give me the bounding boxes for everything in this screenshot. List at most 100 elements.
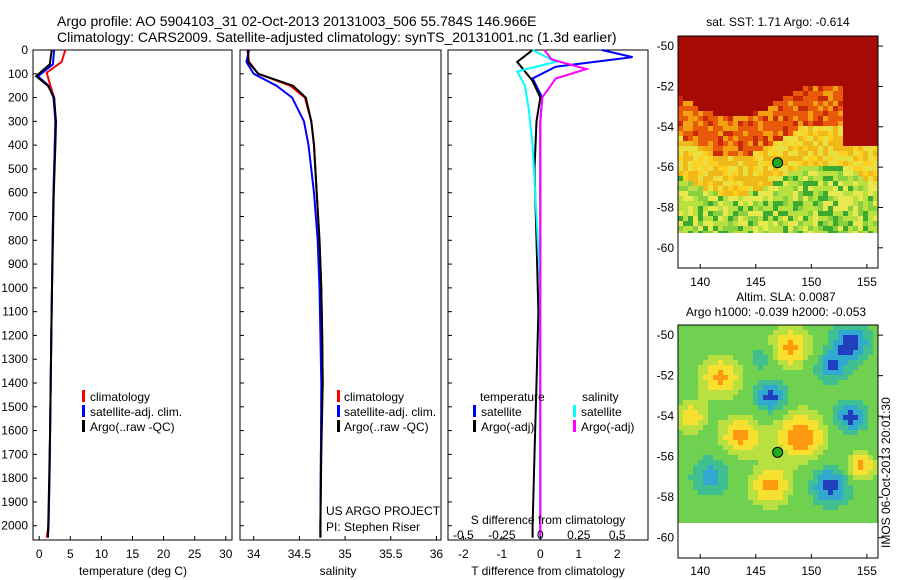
sla-heatmap-cell (718, 415, 724, 421)
sst-heatmap-cell (683, 166, 689, 172)
sst-heatmap-cell (873, 186, 879, 192)
sla-heatmap-cell (838, 395, 844, 401)
sla-heatmap-cell (678, 520, 684, 526)
sla-heatmap-cell (818, 520, 824, 526)
series-line-temperature-satellite (531, 49, 633, 538)
sla-heatmap-cell (863, 365, 869, 371)
sst-heatmap-cell (698, 201, 704, 207)
map-x-tick-label: 155 (857, 275, 877, 289)
sst-heatmap-cell (733, 186, 739, 192)
sst-heatmap-cell (713, 51, 719, 57)
sst-heatmap-cell (863, 211, 869, 217)
sst-heatmap-cell (728, 126, 734, 132)
sst-heatmap-cell (868, 161, 874, 167)
sla-heatmap-cell (768, 435, 774, 441)
sla-heatmap-cell (693, 390, 699, 396)
sst-heatmap-cell (683, 181, 689, 187)
sla-heatmap-cell (803, 435, 809, 441)
sst-heatmap-cell (768, 66, 774, 72)
sst-heatmap-cell (708, 216, 714, 222)
sst-heatmap-cell (678, 106, 684, 112)
sla-heatmap-cell (693, 425, 699, 431)
sst-heatmap-cell (823, 81, 829, 87)
sla-heatmap-cell (688, 455, 694, 461)
sla-heatmap-cell (718, 500, 724, 506)
sst-heatmap-cell (768, 81, 774, 87)
sla-heatmap-cell (863, 405, 869, 411)
legend-label-satellite: satellite-adj. clim. (344, 405, 436, 419)
sla-heatmap-cell (753, 360, 759, 366)
sla-heatmap-cell (748, 460, 754, 466)
sla-heatmap-cell (698, 335, 704, 341)
sla-heatmap-cell (798, 360, 804, 366)
sla-heatmap-cell (743, 505, 749, 511)
sst-heatmap-cell (788, 121, 794, 127)
map-x-tick-label: 145 (746, 275, 766, 289)
sst-heatmap-cell (723, 206, 729, 212)
sla-heatmap-cell (678, 460, 684, 466)
sla-heatmap-cell (688, 420, 694, 426)
sla-heatmap-cell (823, 400, 829, 406)
sst-heatmap-cell (773, 41, 779, 47)
sla-heatmap-cell (843, 470, 849, 476)
sla-heatmap-cell (863, 380, 869, 386)
sla-heatmap-cell (773, 375, 779, 381)
sst-heatmap-cell (703, 136, 709, 142)
sla-heatmap-cell (793, 415, 799, 421)
sla-heatmap-cell (748, 450, 754, 456)
sla-heatmap-cell (833, 350, 839, 356)
sla-heatmap-cell (873, 490, 879, 496)
sst-heatmap-cell (823, 226, 829, 232)
sla-heatmap-cell (763, 365, 769, 371)
sst-heatmap-cell (818, 201, 824, 207)
sla-heatmap-cell (753, 455, 759, 461)
sla-heatmap-cell (703, 480, 709, 486)
sst-heatmap-cell (718, 81, 724, 87)
sla-heatmap-cell (758, 375, 764, 381)
sst-heatmap-cell (858, 191, 864, 197)
sst-heatmap-cell (773, 136, 779, 142)
sla-heatmap-cell (698, 395, 704, 401)
sst-heatmap-cell (703, 61, 709, 67)
sst-heatmap-cell (873, 51, 879, 57)
sla-heatmap-cell (818, 430, 824, 436)
sst-heatmap-cell (848, 146, 854, 152)
sst-heatmap-cell (773, 201, 779, 207)
sla-heatmap-cell (713, 450, 719, 456)
sst-heatmap-cell (753, 131, 759, 137)
sst-heatmap-cell (813, 166, 819, 172)
sst-heatmap-cell (808, 181, 814, 187)
sst-heatmap-cell (718, 46, 724, 52)
sla-heatmap-cell (833, 490, 839, 496)
sla-heatmap-cell (748, 375, 754, 381)
sla-heatmap-cell (798, 370, 804, 376)
sst-heatmap-cell (793, 211, 799, 217)
sla-heatmap-cell (783, 455, 789, 461)
sst-heatmap-cell (683, 206, 689, 212)
sst-heatmap-cell (773, 151, 779, 157)
sst-heatmap-cell (688, 116, 694, 122)
sla-heatmap-cell (873, 445, 879, 451)
sla-heatmap-cell (763, 430, 769, 436)
sst-heatmap-cell (808, 176, 814, 182)
sst-heatmap-cell (733, 216, 739, 222)
sst-heatmap-cell (703, 106, 709, 112)
sla-heatmap-cell (838, 490, 844, 496)
sst-heatmap-cell (748, 106, 754, 112)
temperature-x-tick-label: 30 (219, 547, 233, 561)
sla-heatmap-cell (858, 490, 864, 496)
sla-heatmap-cell (793, 435, 799, 441)
sst-heatmap-cell (703, 156, 709, 162)
sst-heatmap-cell (808, 121, 814, 127)
sla-heatmap-cell (818, 390, 824, 396)
sla-heatmap-cell (868, 435, 874, 441)
sst-heatmap-cell (763, 146, 769, 152)
sst-heatmap-cell (803, 106, 809, 112)
sst-heatmap-cell (693, 41, 699, 47)
sla-heatmap-cell (723, 410, 729, 416)
sla-heatmap-cell (823, 380, 829, 386)
sst-heatmap-cell (778, 226, 784, 232)
sla-heatmap-cell (803, 430, 809, 436)
sla-heatmap-cell (723, 490, 729, 496)
sst-heatmap-cell (708, 161, 714, 167)
